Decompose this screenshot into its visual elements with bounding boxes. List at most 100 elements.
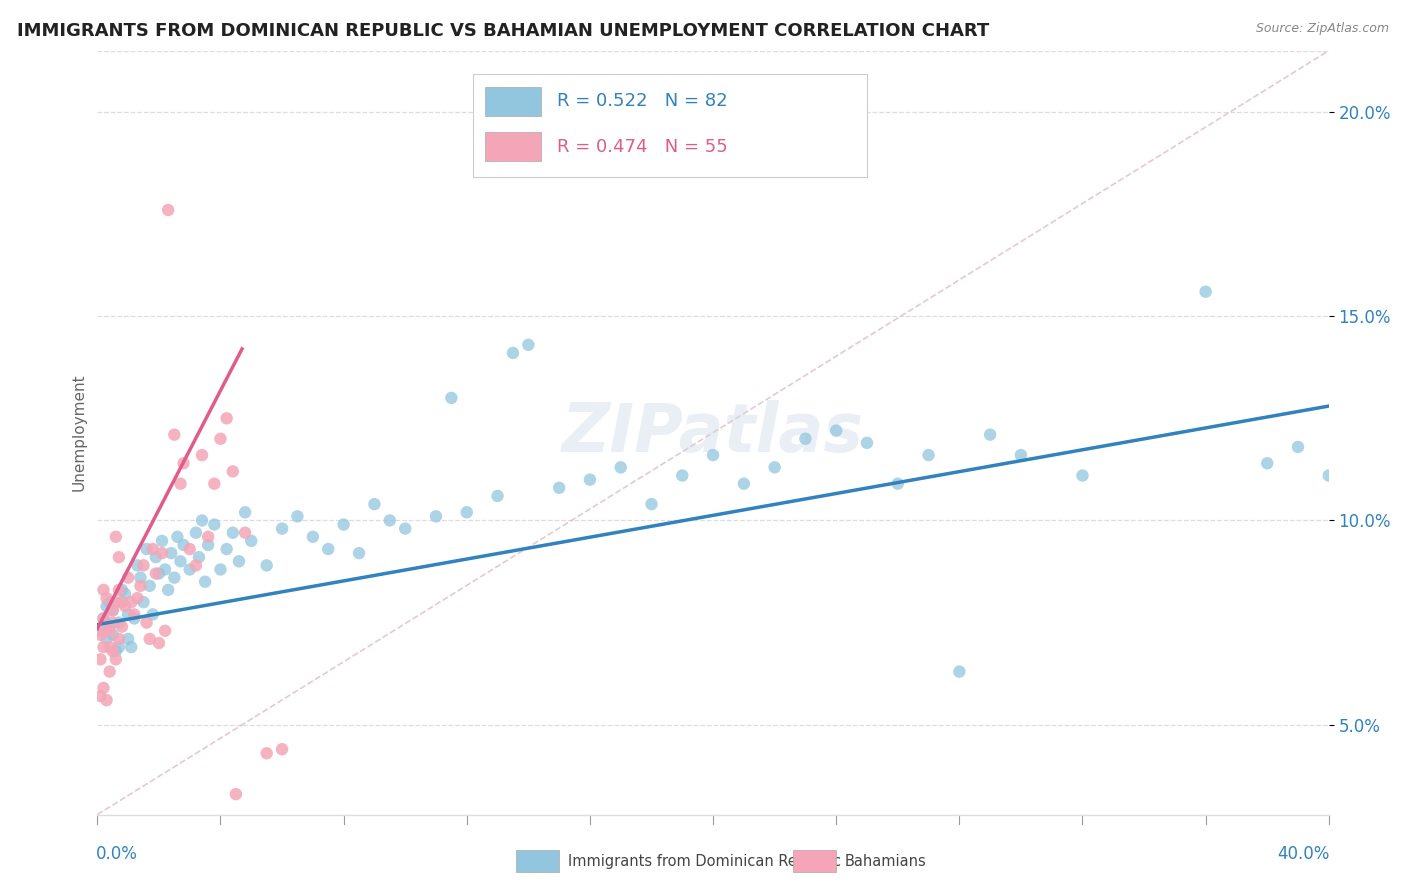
- Point: [124, 607, 146, 622]
- Point: [763, 460, 786, 475]
- FancyBboxPatch shape: [516, 850, 560, 871]
- Point: [101, 603, 124, 617]
- Point: [194, 574, 217, 589]
- Point: [1286, 440, 1309, 454]
- Point: [240, 533, 263, 548]
- Point: [132, 558, 155, 573]
- Point: [98, 620, 121, 634]
- Point: [104, 595, 127, 609]
- Point: [209, 562, 232, 576]
- FancyBboxPatch shape: [485, 87, 541, 116]
- Point: [256, 746, 278, 760]
- Point: [98, 640, 121, 654]
- Point: [157, 202, 180, 217]
- Point: [89, 689, 111, 703]
- Point: [316, 542, 339, 557]
- Point: [120, 640, 142, 654]
- Point: [1317, 468, 1340, 483]
- Point: [184, 525, 207, 540]
- Point: [96, 591, 118, 605]
- Point: [120, 595, 142, 609]
- Point: [104, 644, 127, 658]
- FancyBboxPatch shape: [472, 74, 868, 177]
- Point: [108, 582, 131, 597]
- Point: [138, 632, 160, 646]
- Point: [153, 562, 176, 576]
- Point: [179, 542, 201, 557]
- Point: [157, 582, 180, 597]
- Point: [1071, 468, 1094, 483]
- Text: R = 0.522   N = 82: R = 0.522 N = 82: [557, 92, 727, 110]
- Point: [108, 640, 131, 654]
- Point: [98, 595, 121, 609]
- Point: [93, 582, 115, 597]
- FancyBboxPatch shape: [485, 132, 541, 161]
- Point: [486, 489, 509, 503]
- Point: [640, 497, 662, 511]
- Point: [222, 465, 245, 479]
- Point: [979, 427, 1001, 442]
- Point: [148, 566, 170, 581]
- Point: [150, 533, 173, 548]
- Point: [197, 530, 219, 544]
- Point: [169, 554, 191, 568]
- Point: [163, 427, 186, 442]
- Point: [93, 681, 115, 695]
- Point: [108, 615, 131, 630]
- Point: [222, 525, 245, 540]
- Point: [89, 628, 111, 642]
- Point: [160, 546, 183, 560]
- Point: [197, 538, 219, 552]
- Point: [93, 611, 115, 625]
- Point: [114, 587, 136, 601]
- Point: [173, 538, 195, 552]
- Point: [135, 615, 157, 630]
- Point: [108, 632, 131, 646]
- Point: [138, 579, 160, 593]
- Point: [702, 448, 724, 462]
- Point: [153, 624, 176, 638]
- Point: [142, 607, 165, 622]
- Point: [1010, 448, 1032, 462]
- Point: [129, 579, 152, 593]
- Text: IMMIGRANTS FROM DOMINICAN REPUBLIC VS BAHAMIAN UNEMPLOYMENT CORRELATION CHART: IMMIGRANTS FROM DOMINICAN REPUBLIC VS BA…: [17, 22, 990, 40]
- Point: [302, 530, 325, 544]
- Point: [363, 497, 385, 511]
- Point: [169, 476, 191, 491]
- Point: [184, 558, 207, 573]
- Point: [456, 505, 478, 519]
- Point: [378, 513, 401, 527]
- Point: [215, 411, 238, 425]
- Point: [917, 448, 939, 462]
- Point: [166, 530, 188, 544]
- Point: [548, 481, 571, 495]
- Point: [145, 566, 167, 581]
- Point: [142, 542, 165, 557]
- Point: [96, 693, 118, 707]
- Point: [127, 558, 149, 573]
- Point: [228, 554, 250, 568]
- Point: [101, 615, 124, 630]
- Point: [96, 632, 118, 646]
- Point: [179, 562, 201, 576]
- Point: [287, 509, 309, 524]
- Y-axis label: Unemployment: Unemployment: [72, 374, 86, 491]
- Point: [111, 595, 134, 609]
- Point: [132, 595, 155, 609]
- Point: [517, 338, 540, 352]
- Point: [101, 603, 124, 617]
- Point: [579, 473, 602, 487]
- Point: [98, 665, 121, 679]
- Point: [1256, 456, 1278, 470]
- Point: [233, 525, 256, 540]
- Point: [440, 391, 463, 405]
- Text: ZIPatlas: ZIPatlas: [562, 400, 865, 466]
- Point: [108, 550, 131, 565]
- Text: 0.0%: 0.0%: [96, 845, 138, 863]
- Point: [609, 460, 631, 475]
- Point: [148, 636, 170, 650]
- Point: [104, 530, 127, 544]
- Point: [191, 513, 214, 527]
- Point: [271, 522, 294, 536]
- Point: [332, 517, 354, 532]
